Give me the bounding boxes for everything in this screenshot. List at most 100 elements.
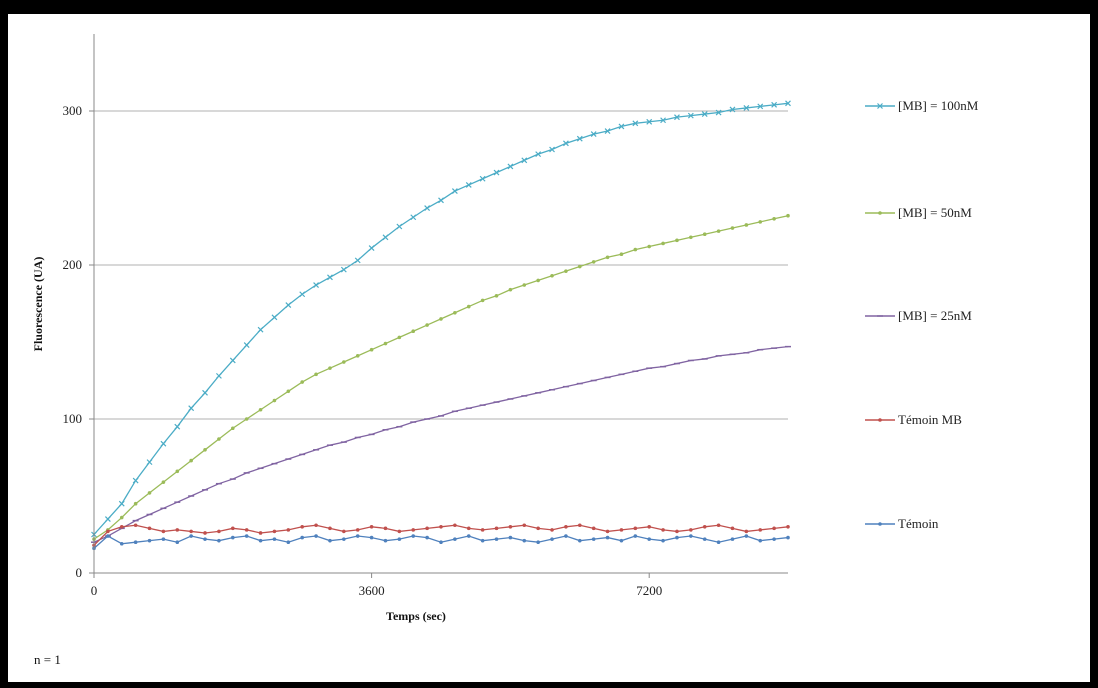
data-point — [272, 398, 277, 403]
data-point — [675, 529, 679, 534]
data-point — [786, 535, 790, 540]
data-point — [647, 525, 651, 529]
data-point — [286, 540, 291, 544]
data-point — [396, 223, 403, 230]
legend-label: [MB] = 100nM — [898, 98, 979, 113]
data-point — [521, 157, 528, 164]
data-point — [286, 389, 291, 394]
data-point — [425, 526, 429, 531]
footnote: n = 1 — [34, 652, 61, 667]
data-point — [355, 354, 360, 358]
data-point — [146, 459, 153, 466]
data-point — [368, 245, 375, 251]
data-point — [479, 175, 486, 182]
data-point — [369, 525, 374, 529]
data-point — [383, 538, 388, 543]
series-line — [93, 215, 789, 540]
series-layer — [91, 100, 791, 551]
data-point — [701, 111, 708, 118]
data-point — [536, 540, 540, 544]
data-point — [133, 501, 138, 506]
data-point — [507, 163, 514, 170]
data-point — [438, 197, 444, 204]
data-point — [271, 314, 278, 321]
data-point — [675, 535, 679, 540]
data-point — [369, 347, 374, 352]
data-point — [147, 491, 152, 495]
legend-entry: [MB] = 50nM — [865, 205, 972, 220]
y-tick-label: 100 — [63, 411, 83, 426]
data-point — [300, 380, 305, 384]
data-point — [217, 437, 221, 441]
data-point — [744, 529, 749, 534]
data-point — [355, 534, 360, 538]
data-point — [772, 526, 776, 531]
data-point — [758, 528, 763, 532]
data-point — [175, 469, 180, 474]
data-point — [771, 101, 778, 108]
data-point — [590, 131, 597, 138]
data-point — [328, 538, 332, 543]
x-tick-label: 7200 — [636, 583, 662, 598]
data-point — [161, 480, 166, 484]
data-point — [660, 117, 667, 124]
data-point — [244, 528, 249, 532]
data-point — [480, 528, 485, 532]
data-point — [494, 294, 499, 298]
data-point — [258, 538, 263, 543]
data-point — [313, 282, 320, 288]
data-point — [215, 372, 222, 379]
data-point — [231, 526, 235, 531]
series-4 — [92, 534, 790, 551]
data-point — [354, 257, 361, 264]
data-point — [716, 523, 721, 528]
legend: [MB] = 100nM [MB] = 50nM [MB] = 25nM Témoin… — [865, 98, 979, 531]
data-point — [118, 500, 125, 507]
data-point — [466, 304, 471, 309]
data-point — [661, 538, 665, 543]
data-point — [743, 104, 750, 111]
data-point — [702, 525, 707, 529]
data-point — [494, 537, 499, 541]
data-point — [425, 535, 429, 540]
data-point — [327, 274, 333, 281]
data-point — [591, 537, 596, 541]
data-point — [715, 109, 722, 116]
data-point — [550, 537, 554, 541]
data-point — [328, 366, 332, 370]
data-point — [878, 522, 882, 526]
data-point — [550, 528, 554, 532]
data-point — [217, 538, 221, 543]
data-point — [619, 538, 624, 543]
data-point — [549, 146, 555, 153]
data-point — [231, 535, 235, 540]
data-point — [439, 317, 443, 321]
data-point — [258, 407, 263, 412]
data-point — [689, 235, 693, 240]
data-point — [300, 525, 305, 529]
data-point — [285, 302, 292, 308]
data-point — [772, 217, 776, 221]
data-point — [272, 529, 277, 534]
y-tick-label: 200 — [63, 257, 83, 272]
data-point — [189, 534, 193, 538]
data-point — [189, 529, 193, 534]
data-point — [369, 535, 374, 540]
data-point — [522, 538, 527, 543]
data-point — [647, 244, 651, 249]
data-point — [689, 534, 693, 538]
data-point — [786, 213, 790, 218]
data-point — [231, 426, 235, 431]
data-point — [147, 538, 152, 543]
data-point — [244, 534, 249, 538]
data-point — [299, 291, 306, 298]
data-point — [106, 534, 110, 538]
y-tick-label: 0 — [76, 565, 83, 580]
data-point — [411, 534, 416, 538]
data-point — [480, 298, 485, 303]
data-point — [189, 458, 193, 463]
data-point — [258, 531, 263, 535]
data-point — [119, 541, 124, 546]
data-point — [578, 538, 582, 543]
series-1 — [92, 213, 790, 541]
